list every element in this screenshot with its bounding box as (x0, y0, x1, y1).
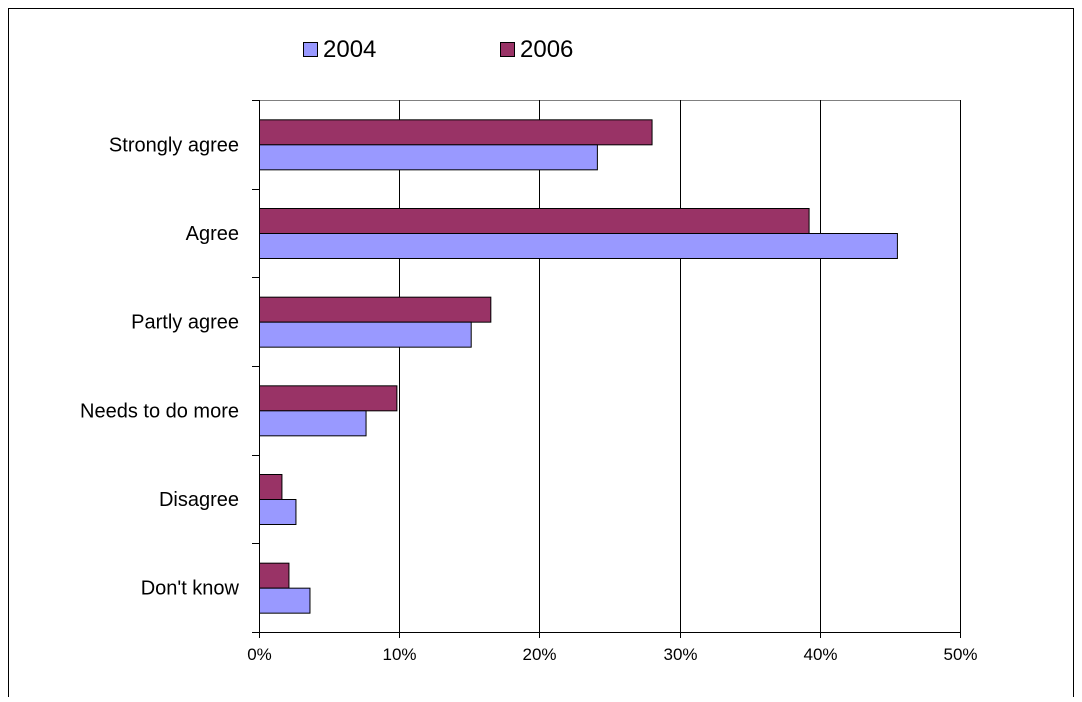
bar-2006-agree (259, 208, 810, 234)
legend-swatch (303, 42, 318, 57)
gridlines (259, 100, 961, 632)
bar-2004-don-t-know (259, 587, 311, 614)
x-tick-label: 40% (803, 645, 837, 664)
bar-2004-disagree (259, 499, 297, 525)
legend: 2004 2006 (303, 36, 573, 63)
category-label: Agree (186, 223, 239, 245)
category-label: Needs to do more (80, 400, 239, 422)
legend-label: 2004 (323, 36, 376, 63)
bar-2004-strongly-agree (259, 144, 598, 171)
bars (259, 119, 898, 614)
bar-2006-needs-to-do-more (259, 385, 398, 412)
legend-item-2004: 2004 (303, 36, 376, 63)
legend-label: 2006 (520, 36, 573, 63)
bar-2006-disagree (259, 474, 283, 500)
axes (252, 100, 961, 638)
category-label: Partly agree (131, 312, 239, 334)
category-label: Don't know (141, 578, 240, 600)
bar-2006-don-t-know (259, 562, 290, 589)
x-tick-label: 20% (522, 645, 556, 664)
x-tick-label: 50% (943, 645, 977, 664)
bar-2006-partly-agree (259, 296, 492, 323)
x-tick-label: 30% (663, 645, 697, 664)
bar-2006-strongly-agree (259, 119, 653, 146)
bar-2004-agree (259, 233, 898, 259)
legend-swatch (500, 42, 515, 57)
x-tick-label: 10% (382, 645, 416, 664)
category-label: Disagree (159, 489, 239, 511)
x-tick-label: 0% (247, 645, 272, 664)
axis-labels: 0% 10% 20% 30% 40% 50% Strongly agree Agree Part… (80, 134, 978, 664)
bar-2004-partly-agree (259, 321, 472, 348)
legend-item-2006: 2006 (500, 36, 573, 63)
bar-2004-needs-to-do-more (259, 410, 367, 437)
category-label: Strongly agree (109, 134, 239, 156)
